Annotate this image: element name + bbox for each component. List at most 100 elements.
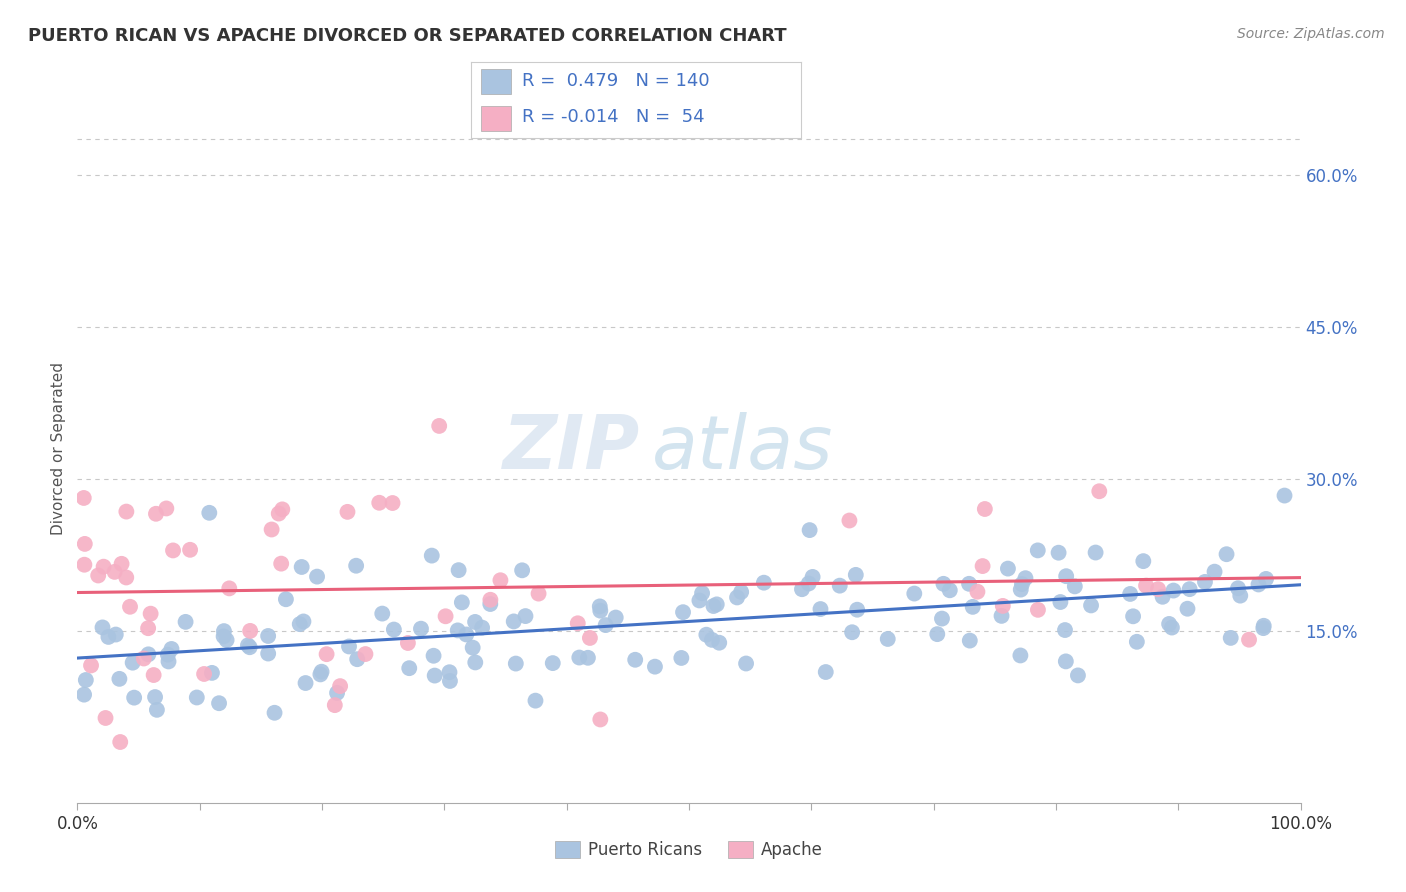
Point (1152, 590, 1174, 604)
Point (801, 570, 824, 584)
Text: atlas: atlas (652, 412, 834, 484)
Point (957, 576, 980, 591)
Point (108, 672, 131, 686)
Point (396, 636, 419, 650)
Point (198, 506, 221, 520)
Point (212, 624, 235, 639)
Point (1159, 616, 1181, 631)
Point (1084, 545, 1107, 559)
Point (1067, 668, 1090, 682)
Point (876, 632, 898, 646)
Point (828, 579, 851, 593)
Point (973, 502, 995, 516)
Point (97, 630, 120, 644)
Point (709, 636, 731, 650)
Point (104, 627, 127, 641)
Point (527, 586, 550, 600)
Point (1026, 543, 1049, 558)
Point (1254, 572, 1277, 586)
Point (515, 609, 537, 624)
Point (271, 502, 294, 516)
Point (991, 599, 1014, 613)
Point (1219, 631, 1241, 645)
Point (93, 559, 115, 574)
Point (624, 653, 647, 667)
Text: R =  0.479   N = 140: R = 0.479 N = 140 (522, 72, 710, 90)
Point (939, 583, 962, 598)
Point (344, 558, 367, 573)
Point (179, 542, 201, 557)
Point (288, 617, 311, 632)
Point (461, 640, 484, 655)
Point (505, 657, 527, 671)
Point (162, 543, 184, 558)
Point (1163, 583, 1185, 598)
Point (589, 713, 612, 727)
Point (1126, 634, 1149, 648)
Point (420, 549, 443, 563)
Point (903, 586, 925, 600)
Point (270, 557, 292, 571)
Point (579, 631, 602, 645)
Point (381, 496, 404, 510)
Point (1229, 589, 1251, 603)
Point (274, 592, 297, 607)
Point (1063, 579, 1085, 593)
Point (1132, 554, 1154, 568)
Point (479, 597, 502, 611)
Point (489, 574, 512, 588)
Point (672, 605, 695, 619)
Point (1178, 582, 1201, 596)
Point (309, 667, 332, 681)
Point (568, 650, 591, 665)
Point (409, 622, 432, 636)
Point (690, 586, 713, 600)
Point (927, 627, 949, 641)
Point (110, 735, 132, 749)
Point (257, 647, 280, 661)
Point (201, 665, 224, 680)
Point (291, 560, 314, 574)
Point (236, 638, 259, 652)
Point (427, 418, 450, 433)
Point (215, 633, 238, 648)
Point (157, 655, 180, 669)
Point (450, 595, 472, 609)
Point (1215, 547, 1237, 561)
Point (382, 623, 405, 637)
Text: Source: ZipAtlas.com: Source: ZipAtlas.com (1237, 27, 1385, 41)
Legend: Puerto Ricans, Apache: Puerto Ricans, Apache (548, 834, 830, 865)
Point (267, 507, 290, 521)
Point (797, 576, 820, 591)
Point (434, 609, 457, 624)
Point (1160, 621, 1182, 635)
Point (1049, 595, 1071, 609)
Point (186, 690, 208, 705)
Point (702, 599, 724, 613)
Point (1253, 621, 1275, 635)
Point (292, 615, 315, 629)
Point (595, 618, 617, 632)
Point (73, 688, 96, 702)
Point (464, 615, 486, 629)
Point (1010, 648, 1032, 663)
Point (311, 665, 333, 679)
Point (104, 565, 127, 579)
Point (471, 621, 494, 635)
Point (810, 602, 832, 616)
Point (510, 563, 533, 577)
Point (336, 505, 359, 519)
Point (846, 603, 869, 617)
Point (142, 668, 165, 682)
Point (735, 657, 758, 671)
Point (354, 647, 377, 661)
Point (447, 563, 470, 577)
Point (524, 693, 547, 707)
Point (174, 615, 197, 629)
Point (464, 656, 486, 670)
Point (972, 559, 994, 574)
Point (439, 673, 461, 688)
Point (121, 656, 143, 670)
Point (959, 633, 981, 648)
Y-axis label: Divorced or Separated: Divorced or Separated (51, 362, 66, 534)
